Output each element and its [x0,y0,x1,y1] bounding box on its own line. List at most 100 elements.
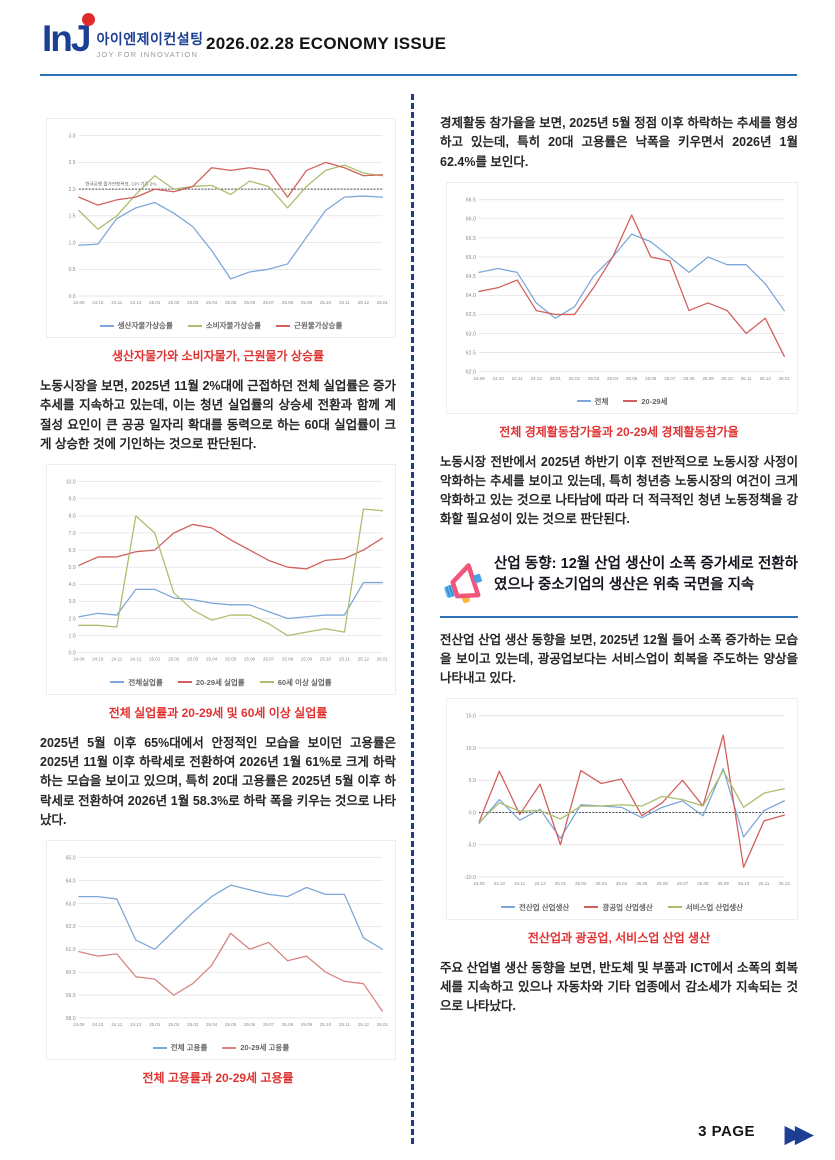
svg-text:2.0: 2.0 [69,187,76,193]
svg-text:25.08: 25.08 [697,881,709,886]
svg-text:24.11: 24.11 [111,1022,122,1027]
issue-title: 2026.02.28 ECONOMY ISSUE [206,34,447,53]
svg-text:24.12: 24.12 [130,300,142,305]
svg-text:15.0: 15.0 [466,714,476,720]
svg-text:24.11: 24.11 [514,881,525,886]
svg-text:25.11: 25.11 [339,1022,350,1027]
svg-text:25.10: 25.10 [320,300,332,305]
right-column: 경제활동 참가율을 보면, 2025년 5월 정점 이후 하락하는 추세를 형성… [440,110,798,1026]
svg-text:25.10: 25.10 [320,657,332,662]
svg-text:24.12: 24.12 [531,376,543,381]
svg-text:24.10: 24.10 [492,376,504,381]
section-divider-line [440,615,798,618]
svg-text:25.05: 25.05 [636,881,648,886]
chart-employment: 58.0 59.0 60.0 61.0 62.0 63.0 64.0 65.0 24.09 24.… [46,840,396,1061]
svg-text:25.11: 25.11 [339,300,350,305]
svg-text:24.10: 24.10 [92,657,104,662]
svg-text:25.02: 25.02 [168,657,180,662]
logo-red-dot [82,13,96,26]
svg-text:63.5: 63.5 [466,312,476,318]
paragraph-labor-market: 노동시장을 보면, 2025년 11월 2%대에 근접하던 전체 실업률은 증가… [40,379,396,451]
svg-text:26.01: 26.01 [377,1022,389,1027]
svg-text:25.03: 25.03 [588,376,600,381]
svg-text:25.07: 25.07 [263,300,275,305]
paragraph-industry-production: 전산업 산업 생산 동향을 보면, 2025년 12월 들어 소폭 증가하는 모… [440,632,798,686]
svg-text:25.09: 25.09 [301,657,313,662]
svg-text:25.01: 25.01 [555,881,567,886]
svg-text:25.04: 25.04 [206,300,218,305]
svg-text:5.0: 5.0 [69,565,76,571]
svg-text:62.0: 62.0 [66,924,76,930]
svg-text:25.04: 25.04 [206,1022,218,1027]
industry-section-heading: 산업 동향: 12월 산업 생산이 소폭 증가세로 전환하였으나 중소기업의 생… [440,554,798,606]
svg-text:3.0: 3.0 [69,134,76,140]
svg-text:25.02: 25.02 [575,881,587,886]
svg-text:25.07: 25.07 [677,881,689,886]
svg-text:64.5: 64.5 [466,274,476,280]
svg-text:25.07: 25.07 [263,1022,275,1027]
svg-text:10.0: 10.0 [66,480,76,486]
svg-text:25.12: 25.12 [779,881,791,886]
svg-text:24.12: 24.12 [130,657,142,662]
svg-text:25.12: 25.12 [760,376,772,381]
svg-text:25.06: 25.06 [244,1022,256,1027]
chart-legend: 전체 고용률 20-29세 고용률 [50,1042,392,1053]
svg-text:7.0: 7.0 [69,531,76,537]
svg-text:-5.0: -5.0 [467,843,476,849]
svg-text:25.08: 25.08 [282,657,294,662]
svg-text:25.06: 25.06 [244,300,256,305]
svg-text:25.04: 25.04 [206,657,218,662]
svg-text:25.03: 25.03 [596,881,608,886]
svg-text:64.0: 64.0 [466,293,476,299]
svg-text:25.01: 25.01 [149,657,161,662]
svg-text:25.12: 25.12 [358,1022,370,1027]
svg-text:25.08: 25.08 [282,300,294,305]
svg-text:25.03: 25.03 [187,657,199,662]
svg-text:24.10: 24.10 [92,1022,104,1027]
svg-text:6.0: 6.0 [69,548,76,554]
paragraph-sector-production: 주요 산업별 생산 동향을 보면, 반도체 및 부품과 ICT에서 소폭의 회복… [440,960,798,1014]
chart-unemployment: 0.0 1.0 2.0 3.0 4.0 5.0 6.0 7.0 8.0 9.0 10.0 24.09 2… [46,464,396,695]
svg-text:25.06: 25.06 [657,881,669,886]
svg-text:0.0: 0.0 [69,294,76,300]
chart-legend: 전체 20-29세 [450,396,794,407]
industry-section-title: 산업 동향: 12월 산업 생산이 소폭 증가세로 전환하였으나 중소기업의 생… [494,555,798,594]
chart-caption-employment: 전체 고용률과 20-29세 고용률 [142,1071,294,1086]
svg-text:24.09: 24.09 [473,881,485,886]
svg-text:65.5: 65.5 [466,236,476,242]
next-page-arrows-icon: ▶▶ [784,1120,815,1148]
svg-text:25.09: 25.09 [702,376,714,381]
chart-caption-unemployment: 전체 실업률과 20-29세 및 60세 이상 실업률 [108,705,328,720]
svg-text:25.05: 25.05 [225,1022,237,1027]
svg-text:25.01: 25.01 [550,376,562,381]
page-number-label: 3 PAGE [698,1123,755,1140]
svg-text:62.5: 62.5 [466,350,476,356]
chart-legend: 생산자물가상승률 소비자물가상승률 근원물가상승률 [50,320,392,331]
svg-text:62.0: 62.0 [466,369,476,375]
svg-text:5.0: 5.0 [469,779,476,785]
svg-text:24.09: 24.09 [73,657,85,662]
svg-text:24.10: 24.10 [92,300,104,305]
svg-text:0.0: 0.0 [469,811,476,817]
chart-legend: 전체실업률 20-29세 실업률 60세 이상 실업률 [50,677,392,688]
svg-text:25.10: 25.10 [738,881,750,886]
svg-text:24.09: 24.09 [73,1022,85,1027]
svg-text:25.11: 25.11 [741,376,752,381]
svg-text:26.01: 26.01 [377,300,389,305]
svg-text:60.0: 60.0 [66,970,76,976]
svg-text:4.0: 4.0 [69,582,76,588]
svg-text:9.0: 9.0 [69,497,76,503]
chart-caption-production: 전산업과 광공업, 서비스업 산업 생산 [527,930,711,945]
svg-text:-10.0: -10.0 [464,875,476,881]
svg-text:25.02: 25.02 [569,376,581,381]
svg-text:66.0: 66.0 [466,216,476,222]
svg-text:1.0: 1.0 [69,633,76,639]
svg-text:64.0: 64.0 [66,879,76,885]
svg-text:25.09: 25.09 [718,881,730,886]
logo-korean-name: 아이엔제이컨설팅 [96,31,204,47]
logo-inj-mark: InJ [42,13,96,57]
header-divider-line [40,74,797,76]
svg-text:25.01: 25.01 [149,300,161,305]
svg-text:25.10: 25.10 [721,376,733,381]
svg-text:25.02: 25.02 [168,300,180,305]
